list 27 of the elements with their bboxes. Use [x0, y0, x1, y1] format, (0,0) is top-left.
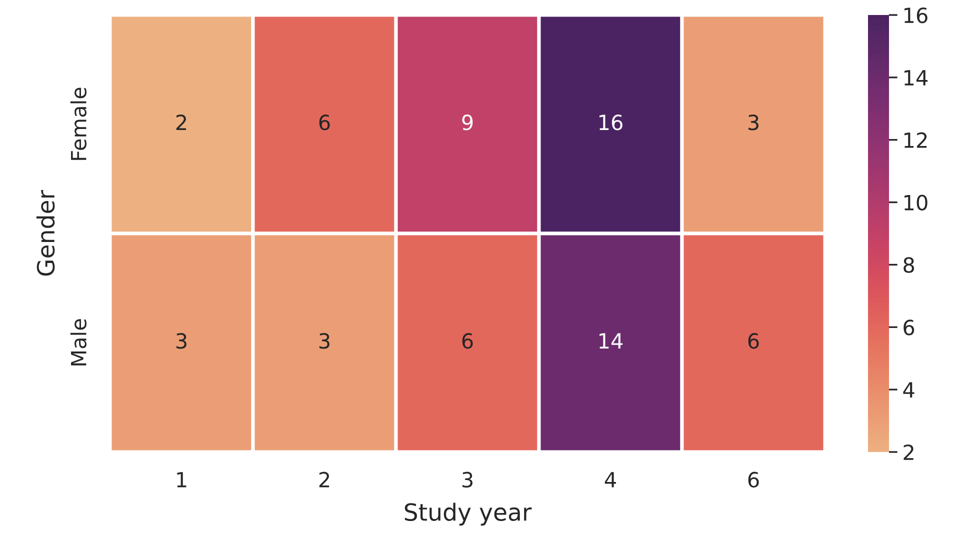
x-tick-label: 4 [604, 472, 616, 488]
x-tick-label: 3 [462, 472, 472, 488]
data-label: 6 [748, 333, 759, 349]
color-bar-label: 12 [904, 132, 927, 148]
color-bar-label: 2 [904, 444, 914, 460]
color-bar-label: 4 [903, 382, 914, 398]
data-label: 3 [748, 114, 758, 130]
color-bar-label: 6 [904, 320, 914, 336]
data-label: 2 [176, 114, 186, 130]
data-label: 3 [176, 333, 186, 349]
data-label: 9 [462, 114, 473, 130]
data-label: 6 [462, 333, 473, 349]
y-axis-title: Gender [36, 190, 55, 276]
x-axis-title: Study year [404, 502, 532, 526]
data-label: 6 [319, 114, 330, 130]
x-tick-label: 2 [319, 472, 330, 488]
x-tick-label: 1 [177, 472, 186, 488]
color-bar-label: 10 [904, 194, 928, 210]
data-label: 14 [600, 333, 623, 348]
color-bar-label: 16 [904, 7, 928, 24]
y-tick-label: Male [70, 319, 87, 366]
x-tick-label: 6 [748, 472, 759, 488]
data-label: 16 [600, 114, 622, 130]
color-bar-label: 8 [904, 257, 914, 273]
color-bar-label: 14 [904, 70, 928, 86]
data-label: 3 [319, 333, 330, 349]
y-tick-label: Female [70, 88, 87, 160]
